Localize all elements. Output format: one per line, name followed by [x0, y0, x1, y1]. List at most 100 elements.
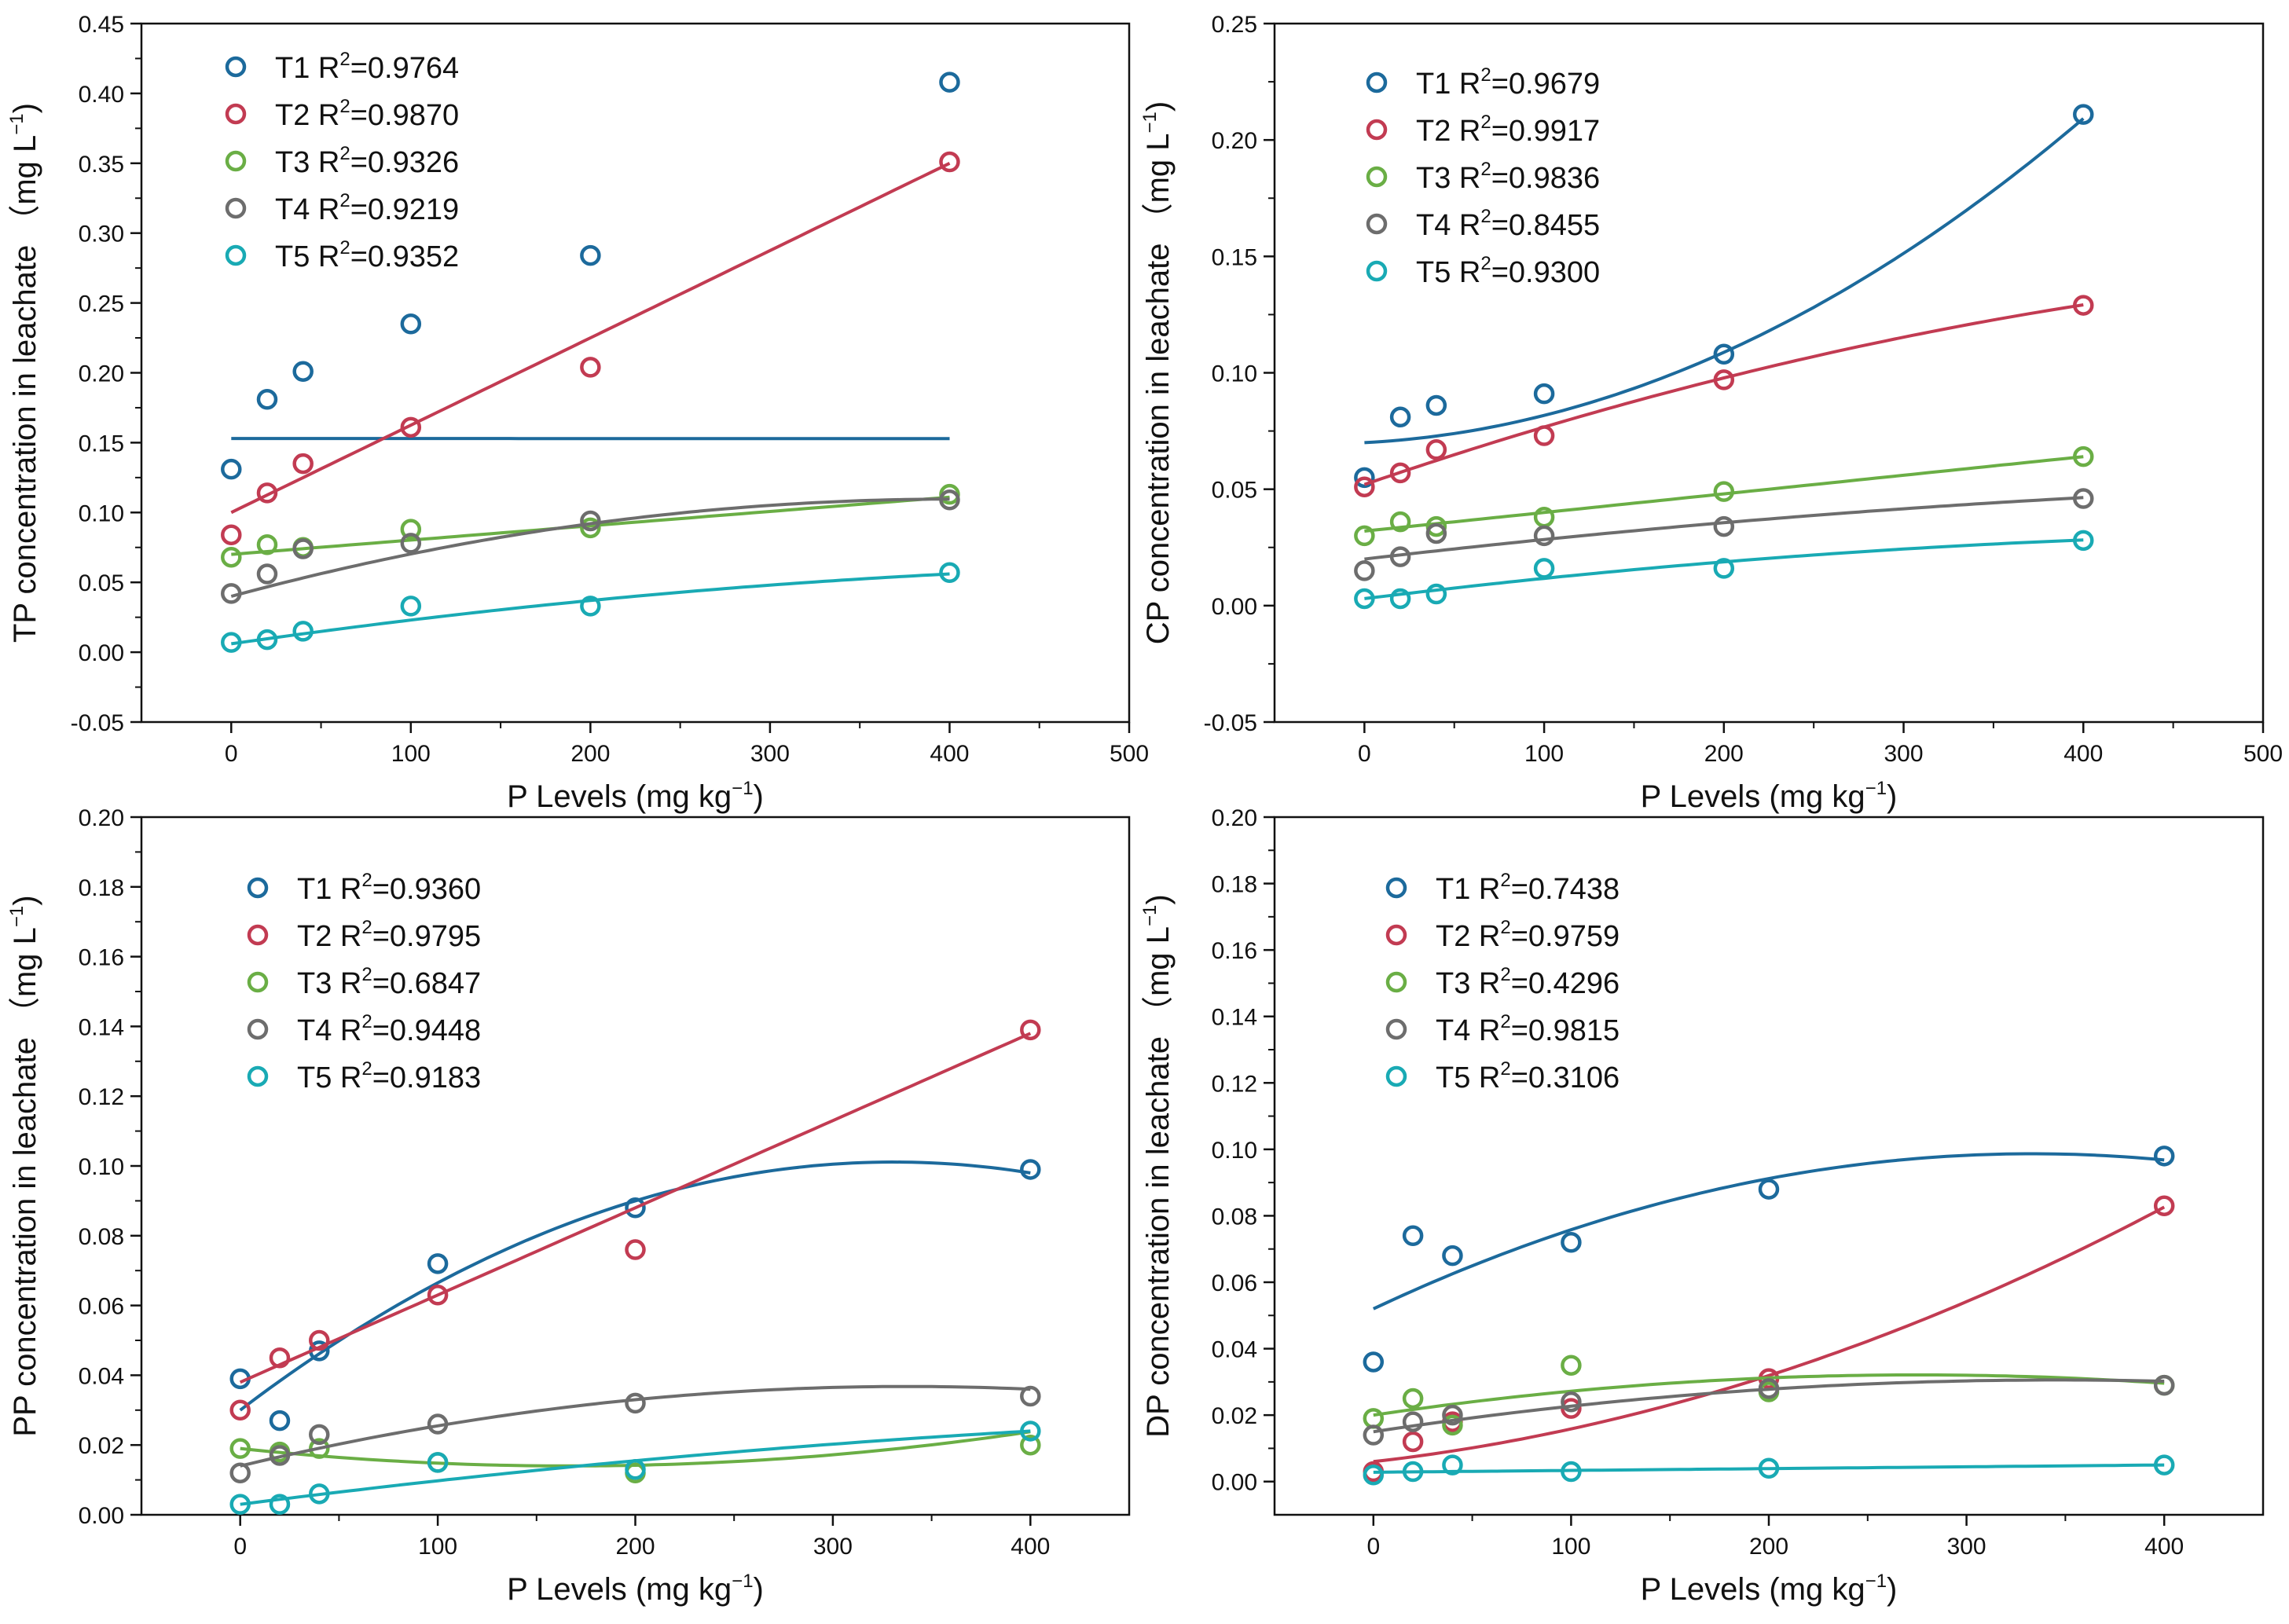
tp-panel: 0 100 200 300 400 500 -0.05 0.00 0.05 0.10 0.15 0.2…: [6, 12, 1149, 814]
tp-y-tick-label: 0.15: [79, 431, 124, 456]
tp-x-tick-label: 0: [225, 741, 238, 767]
pp-y-tick-label: 0.04: [79, 1363, 124, 1389]
pp-t4-point: [1020, 1385, 1041, 1407]
tp-y-tick-label: 0.35: [79, 152, 124, 178]
dp-y-tick-label: 0.18: [1212, 872, 1257, 898]
cp-t2-point: [1354, 476, 1375, 497]
dp-t5-point: [1758, 1457, 1780, 1479]
dp-t1-point: [1442, 1245, 1463, 1267]
tp-y-tick-label: 0.05: [79, 570, 124, 596]
tp-t1-point: [939, 71, 960, 93]
cp-t3-point: [1425, 515, 1447, 537]
tp-legend-marker-t3: [225, 150, 247, 172]
pp-t1-point: [625, 1197, 646, 1219]
tp-t3-fit-curve: [231, 495, 950, 556]
cp-t2-point: [1713, 369, 1735, 390]
pp-t3-point: [229, 1438, 251, 1459]
cp-legend-marker-t5: [1366, 260, 1388, 282]
tp-legend-marker-t4: [225, 197, 247, 219]
dp-legend-marker-t4: [1385, 1018, 1407, 1040]
dp-t4-point: [1402, 1411, 1424, 1432]
cp-t2-point: [2073, 295, 2094, 316]
pp-t2-point: [625, 1239, 646, 1260]
cp-t1-point: [1713, 343, 1735, 365]
dp-t2-fit-curve: [1373, 1205, 2166, 1464]
cp-x-tick-label: 400: [2063, 741, 2103, 767]
cp-t5-point: [1713, 558, 1735, 579]
cp-legend-marker-t3: [1366, 166, 1388, 188]
pp-y-tick-label: 0.10: [79, 1154, 124, 1180]
cp-t4-point: [2073, 488, 2094, 509]
tp-t1-point: [400, 313, 422, 335]
dp-legend-marker-t1: [1385, 877, 1407, 899]
pp-t5-point: [229, 1494, 251, 1515]
tp-t1-point: [221, 458, 242, 480]
cp-t3-point: [1713, 481, 1735, 502]
cp-legend-label-t4: T4 R2=0.8455: [1416, 206, 1600, 242]
cp-t5-point: [2073, 530, 2094, 552]
cp-x-tick-label: 0: [1358, 741, 1371, 767]
tp-x-tick-label: 300: [750, 741, 790, 767]
pp-y-tick-label: 0.18: [79, 875, 124, 901]
pp-t3-point: [1020, 1434, 1041, 1456]
pp-y-tick-label: 0.08: [79, 1224, 124, 1250]
dp-t5-fit-curve: [1373, 1463, 2165, 1474]
pp-t5-point: [427, 1452, 449, 1473]
dp-legend-label-t1: T1 R2=0.7438: [1436, 870, 1620, 906]
cp-t1-point: [1389, 406, 1411, 428]
dp-t1-point: [1561, 1232, 1582, 1253]
dp-t5-point: [1402, 1461, 1424, 1483]
tp-t2-fit-curve: [230, 162, 951, 515]
pp-legend-label-t2: T2 R2=0.9795: [297, 917, 481, 953]
pp-t5-point: [1020, 1421, 1041, 1442]
cp-t5-point: [1425, 583, 1447, 605]
cp-y-tick-label: 0.25: [1212, 12, 1257, 38]
cp-x-tick-label: 200: [1704, 741, 1744, 767]
pp-legend-label-t1: T1 R2=0.9360: [297, 870, 481, 906]
cp-t5-fit-curve: [1364, 538, 2084, 600]
cp-t3-point: [1354, 525, 1375, 547]
pp-legend-label-t5: T5 R2=0.9183: [297, 1058, 481, 1094]
cp-y-tick-label: 0.10: [1212, 361, 1257, 387]
dp-y-tick-label: 0.10: [1212, 1138, 1257, 1164]
pp-t2-point: [427, 1285, 449, 1306]
tp-t4-point: [292, 538, 314, 559]
dp-t5-point: [1561, 1461, 1582, 1483]
tp-t2-point: [256, 482, 278, 504]
dp-legend-label-t4: T4 R2=0.9815: [1436, 1011, 1620, 1047]
cp-t4-point: [1713, 515, 1735, 537]
tp-legend-label-t2: T2 R2=0.9870: [275, 96, 459, 132]
tp-y-tick-label: 0.45: [79, 12, 124, 38]
tp-t3-point: [580, 517, 601, 539]
pp-y-tick-label: 0.14: [79, 1014, 124, 1040]
tp-t2-point: [939, 151, 960, 173]
pp-t5-point: [625, 1459, 646, 1480]
tp-t5-point: [256, 629, 278, 651]
tp-legend-marker-t5: [225, 244, 247, 266]
tp-legend-marker-t1: [225, 56, 247, 78]
dp-y-tick-label: 0.08: [1212, 1204, 1257, 1230]
tp-t2-point: [292, 453, 314, 475]
tp-t1-point: [256, 389, 278, 410]
tp-t5-point: [400, 596, 422, 617]
tp-y-tick-label: 0.30: [79, 222, 124, 247]
pp-t5-point: [269, 1494, 291, 1515]
dp-panel: 0 100 200 300 400 0.00 0.02 0.04 0.06 0.08 0.10 0.1…: [1139, 805, 2265, 1607]
dp-t2-point: [1402, 1431, 1424, 1453]
cp-x-tick-label: 100: [1524, 741, 1564, 767]
cp-t5-point: [1354, 588, 1375, 610]
dp-legend-label-t2: T2 R2=0.9759: [1436, 917, 1620, 953]
dp-y-tick-label: 0.00: [1212, 1470, 1257, 1496]
pp-t2-point: [309, 1329, 330, 1351]
tp-t2-point: [221, 524, 242, 545]
pp-y-tick-label: 0.12: [79, 1084, 124, 1110]
dp-t3-fit-curve: [1373, 1373, 2165, 1417]
dp-y-tick-label: 0.12: [1212, 1071, 1257, 1097]
dp-y-tick-label: 0.06: [1212, 1270, 1257, 1296]
pp-t4-point: [229, 1462, 251, 1483]
cp-t1-point: [2073, 104, 2094, 125]
tp-t2-point: [580, 357, 601, 378]
tp-t4-point: [939, 489, 960, 511]
dp-x-tick-label: 0: [1366, 1534, 1380, 1560]
tp-y-axis-label: TP concentration in leachate （mg L−1): [6, 103, 42, 643]
